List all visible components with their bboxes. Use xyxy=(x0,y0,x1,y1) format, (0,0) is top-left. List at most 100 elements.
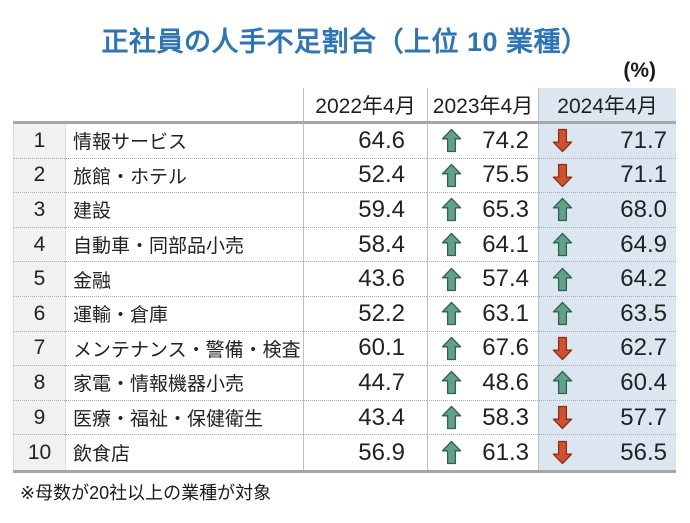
value-2023-cell: 61.3 xyxy=(427,435,538,470)
header-2023: 2023年4月 xyxy=(427,88,538,121)
rank-value: 5 xyxy=(33,267,46,291)
rank-cell: 7 xyxy=(13,331,65,367)
value-2024: 71.7 xyxy=(620,126,667,154)
table-body: 1 情報サービス 64.6 74.2 71.7 2 旅館・ホテル 52.4 75.5 71.1 3 建… xyxy=(13,121,676,473)
value-2022-cell: 60.1 xyxy=(303,331,427,367)
up-arrow-icon xyxy=(441,124,462,158)
value-2023: 58.3 xyxy=(482,403,529,431)
value-2024-cell: 62.7 xyxy=(538,331,676,367)
industry-name: メンテナンス・警備・検査 xyxy=(73,339,301,361)
value-2023: 64.1 xyxy=(482,230,529,258)
value-2022-cell: 52.2 xyxy=(303,296,427,332)
footnote: ※母数が20社以上の業種が対象 xyxy=(20,483,272,503)
value-2023-cell: 57.4 xyxy=(427,262,538,297)
value-2024: 57.7 xyxy=(620,403,667,431)
value-2022: 60.1 xyxy=(358,334,405,362)
industry-name: 情報サービス xyxy=(73,132,188,154)
value-2022: 52.4 xyxy=(358,161,405,189)
industry-cell: メンテナンス・警備・検査 xyxy=(65,331,303,367)
value-2023-cell: 63.1 xyxy=(427,296,538,332)
up-arrow-icon xyxy=(441,297,462,331)
value-2022-cell: 64.6 xyxy=(303,124,427,159)
value-2023: 74.2 xyxy=(482,126,529,154)
up-arrow-icon xyxy=(441,435,462,470)
header-blank-industry xyxy=(65,88,303,121)
rank-cell: 8 xyxy=(13,366,65,401)
up-arrow-icon xyxy=(552,193,573,227)
value-2023: 63.1 xyxy=(482,299,529,327)
rank-cell: 4 xyxy=(13,227,65,263)
value-2022: 43.4 xyxy=(358,403,405,431)
value-2024: 63.5 xyxy=(620,299,667,327)
down-arrow-icon xyxy=(552,124,573,158)
value-2024-cell: 71.7 xyxy=(538,124,676,159)
down-arrow-icon xyxy=(552,435,573,470)
industry-name: 運輸・倉庫 xyxy=(73,305,169,327)
value-2023-cell: 67.6 xyxy=(427,331,538,367)
value-2023: 75.5 xyxy=(482,161,529,189)
rank-value: 2 xyxy=(33,163,46,187)
value-2024: 56.5 xyxy=(620,438,667,466)
value-2024-cell: 56.5 xyxy=(538,435,676,470)
value-2023-cell: 48.6 xyxy=(427,366,538,401)
value-2022: 43.6 xyxy=(358,265,405,293)
value-2022: 44.7 xyxy=(358,368,405,396)
up-arrow-icon xyxy=(441,159,462,193)
value-2024-cell: 64.2 xyxy=(538,262,676,297)
value-2024-cell: 57.7 xyxy=(538,400,676,436)
rank-cell: 3 xyxy=(13,193,65,228)
table-row: 6 運輸・倉庫 52.2 63.1 63.5 xyxy=(13,296,676,332)
value-2023-cell: 74.2 xyxy=(427,124,538,159)
industry-cell: 自動車・同部品小売 xyxy=(65,227,303,263)
shortage-table: 2022年4月 2023年4月 2024年4月 1 情報サービス 64.6 74.2 7… xyxy=(13,88,676,473)
table-row: 4 自動車・同部品小売 58.4 64.1 64.9 xyxy=(13,227,676,263)
rank-cell: 5 xyxy=(13,262,65,297)
up-arrow-icon xyxy=(441,262,462,296)
page-title: 正社員の人手不足割合（上位 10 業種） xyxy=(101,27,589,57)
up-arrow-icon xyxy=(441,366,462,400)
table-row: 3 建設 59.4 65.3 68.0 xyxy=(13,193,676,228)
down-arrow-icon xyxy=(552,159,573,193)
industry-name: 建設 xyxy=(73,201,112,223)
value-2022: 56.9 xyxy=(358,438,405,466)
table-row: 1 情報サービス 64.6 74.2 71.7 xyxy=(13,124,676,159)
value-2022-cell: 58.4 xyxy=(303,227,427,263)
rank-value: 7 xyxy=(33,336,46,360)
industry-name: 飲食店 xyxy=(73,444,131,466)
value-2023-cell: 58.3 xyxy=(427,400,538,436)
rank-value: 9 xyxy=(33,405,46,429)
table-row: 10 飲食店 56.9 61.3 56.5 xyxy=(13,435,676,470)
industry-name: 医療・福祉・保健衛生 xyxy=(73,409,264,431)
value-2022: 64.6 xyxy=(358,126,405,154)
value-2023-cell: 64.1 xyxy=(427,227,538,263)
value-2023: 48.6 xyxy=(482,368,529,396)
rank-cell: 1 xyxy=(13,124,65,159)
industry-name: 金融 xyxy=(73,270,112,292)
value-2023: 67.6 xyxy=(482,334,529,362)
down-arrow-icon xyxy=(552,401,573,435)
table-row: 8 家電・情報機器小売 44.7 48.6 60.4 xyxy=(13,366,676,401)
rank-value: 3 xyxy=(33,197,46,221)
table-row: 2 旅館・ホテル 52.4 75.5 71.1 xyxy=(13,158,676,194)
industry-cell: 家電・情報機器小売 xyxy=(65,366,303,401)
value-2022: 52.2 xyxy=(358,299,405,327)
industry-cell: 飲食店 xyxy=(65,435,303,470)
value-2023: 65.3 xyxy=(482,195,529,223)
table-row: 7 メンテナンス・警備・検査 60.1 67.6 62.7 xyxy=(13,331,676,367)
value-2023: 61.3 xyxy=(482,438,529,466)
value-2023: 57.4 xyxy=(482,265,529,293)
value-2022-cell: 59.4 xyxy=(303,193,427,228)
rank-cell: 9 xyxy=(13,400,65,436)
industry-cell: 運輸・倉庫 xyxy=(65,296,303,332)
up-arrow-icon xyxy=(441,193,462,227)
header-2022: 2022年4月 xyxy=(303,88,427,121)
value-2022: 59.4 xyxy=(358,195,405,223)
value-2023-cell: 65.3 xyxy=(427,193,538,228)
up-arrow-icon xyxy=(552,228,573,262)
value-2024-cell: 64.9 xyxy=(538,227,676,263)
unit-label: (%) xyxy=(623,59,656,82)
value-2022: 58.4 xyxy=(358,230,405,258)
value-2022-cell: 43.4 xyxy=(303,400,427,436)
value-2024-cell: 60.4 xyxy=(538,366,676,401)
